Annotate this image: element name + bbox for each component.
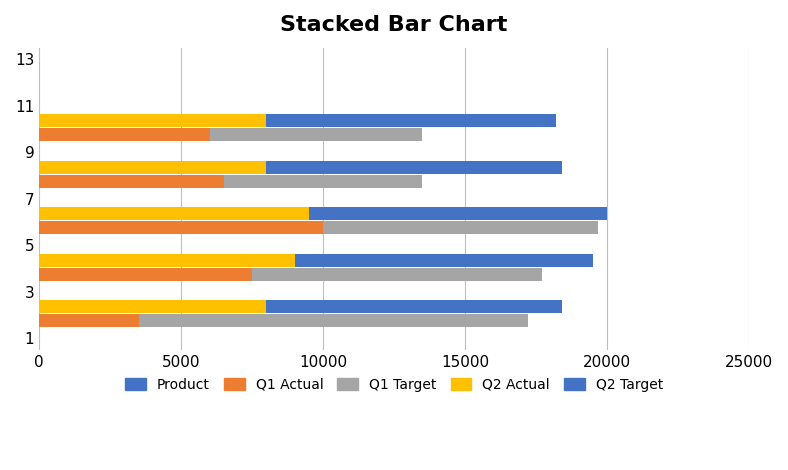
Title: Stacked Bar Chart: Stacked Bar Chart: [281, 15, 507, 35]
Bar: [39, 268, 252, 281]
Bar: [224, 175, 422, 188]
Bar: [139, 314, 527, 327]
Legend: Product, Q1 Actual, Q1 Target, Q2 Actual, Q2 Target: Product, Q1 Actual, Q1 Target, Q2 Actual…: [120, 372, 669, 397]
Bar: [266, 161, 562, 174]
Bar: [39, 254, 295, 266]
Bar: [266, 300, 562, 313]
Bar: [252, 268, 541, 281]
Bar: [39, 128, 210, 141]
Bar: [39, 314, 139, 327]
Bar: [39, 175, 224, 188]
Bar: [39, 115, 266, 127]
Bar: [39, 207, 309, 220]
Bar: [39, 161, 266, 174]
Bar: [39, 221, 323, 234]
Bar: [309, 207, 607, 220]
Bar: [39, 300, 266, 313]
Bar: [295, 254, 593, 266]
Bar: [210, 128, 422, 141]
Bar: [323, 221, 598, 234]
Bar: [266, 115, 556, 127]
